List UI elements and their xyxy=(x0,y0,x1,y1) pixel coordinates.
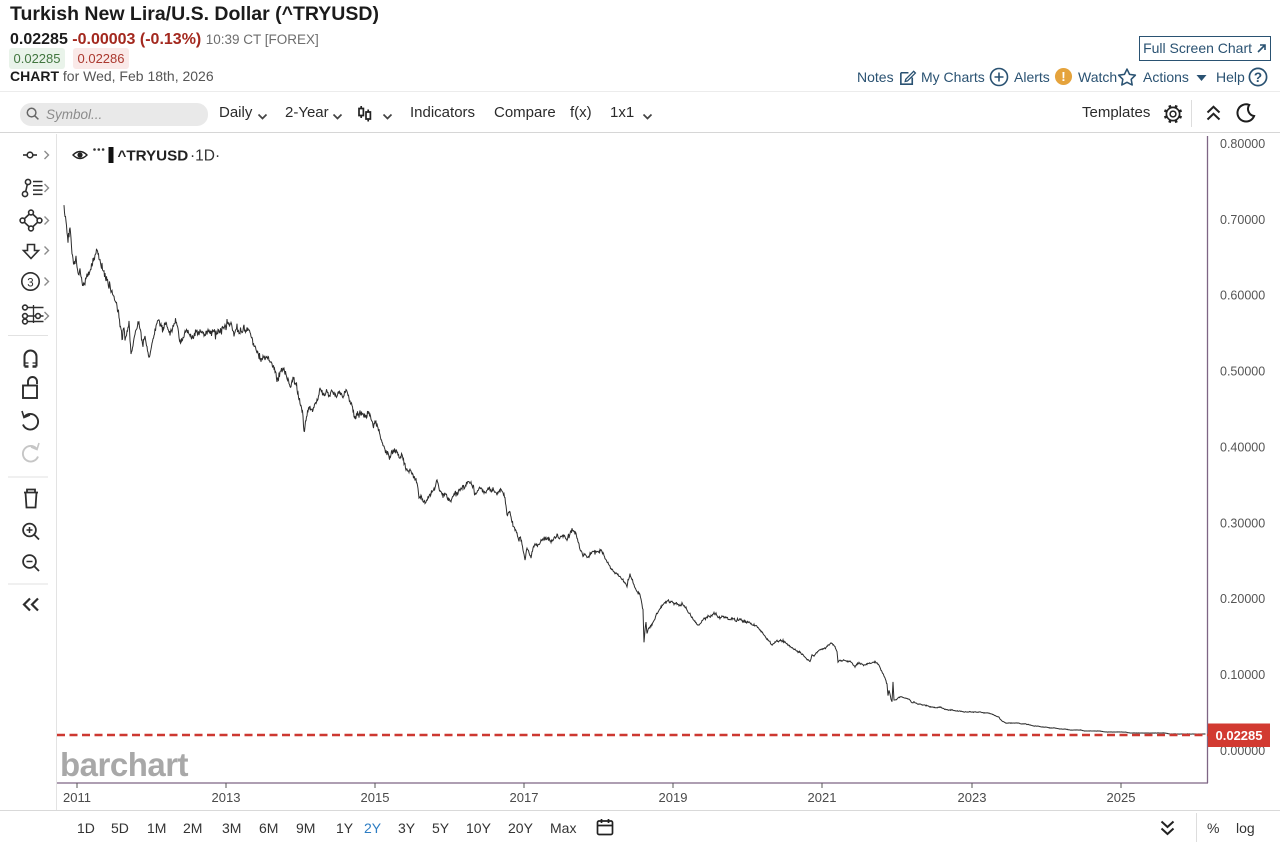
svg-text:0.20000: 0.20000 xyxy=(1220,592,1265,606)
svg-text:!: ! xyxy=(1061,69,1065,84)
svg-text:0.80000: 0.80000 xyxy=(1220,137,1265,151)
svg-text:0.40000: 0.40000 xyxy=(1220,440,1265,454)
svg-text:2019: 2019 xyxy=(659,790,688,805)
svg-text:0.70000: 0.70000 xyxy=(1220,213,1265,227)
svg-text:·1D·: ·1D· xyxy=(190,148,220,165)
svg-text:2023: 2023 xyxy=(958,790,987,805)
svg-text:2011: 2011 xyxy=(63,790,91,805)
svg-text:0.50000: 0.50000 xyxy=(1220,365,1265,379)
svg-text:?: ? xyxy=(1254,70,1262,85)
svg-text:2025: 2025 xyxy=(1107,790,1136,805)
svg-text:0.10000: 0.10000 xyxy=(1220,668,1265,682)
svg-text:2015: 2015 xyxy=(361,790,390,805)
svg-text:2021: 2021 xyxy=(808,790,837,805)
svg-text:2013: 2013 xyxy=(212,790,241,805)
svg-text:2017: 2017 xyxy=(510,790,539,805)
svg-text:barchart: barchart xyxy=(60,746,189,783)
svg-text:^TRYUSD: ^TRYUSD xyxy=(118,148,189,165)
svg-text:0.02285: 0.02285 xyxy=(1216,728,1263,743)
svg-text:0.60000: 0.60000 xyxy=(1220,289,1265,303)
svg-text:0.30000: 0.30000 xyxy=(1220,516,1265,530)
svg-text:3: 3 xyxy=(27,278,33,290)
svg-text:0.00000: 0.00000 xyxy=(1220,744,1265,758)
